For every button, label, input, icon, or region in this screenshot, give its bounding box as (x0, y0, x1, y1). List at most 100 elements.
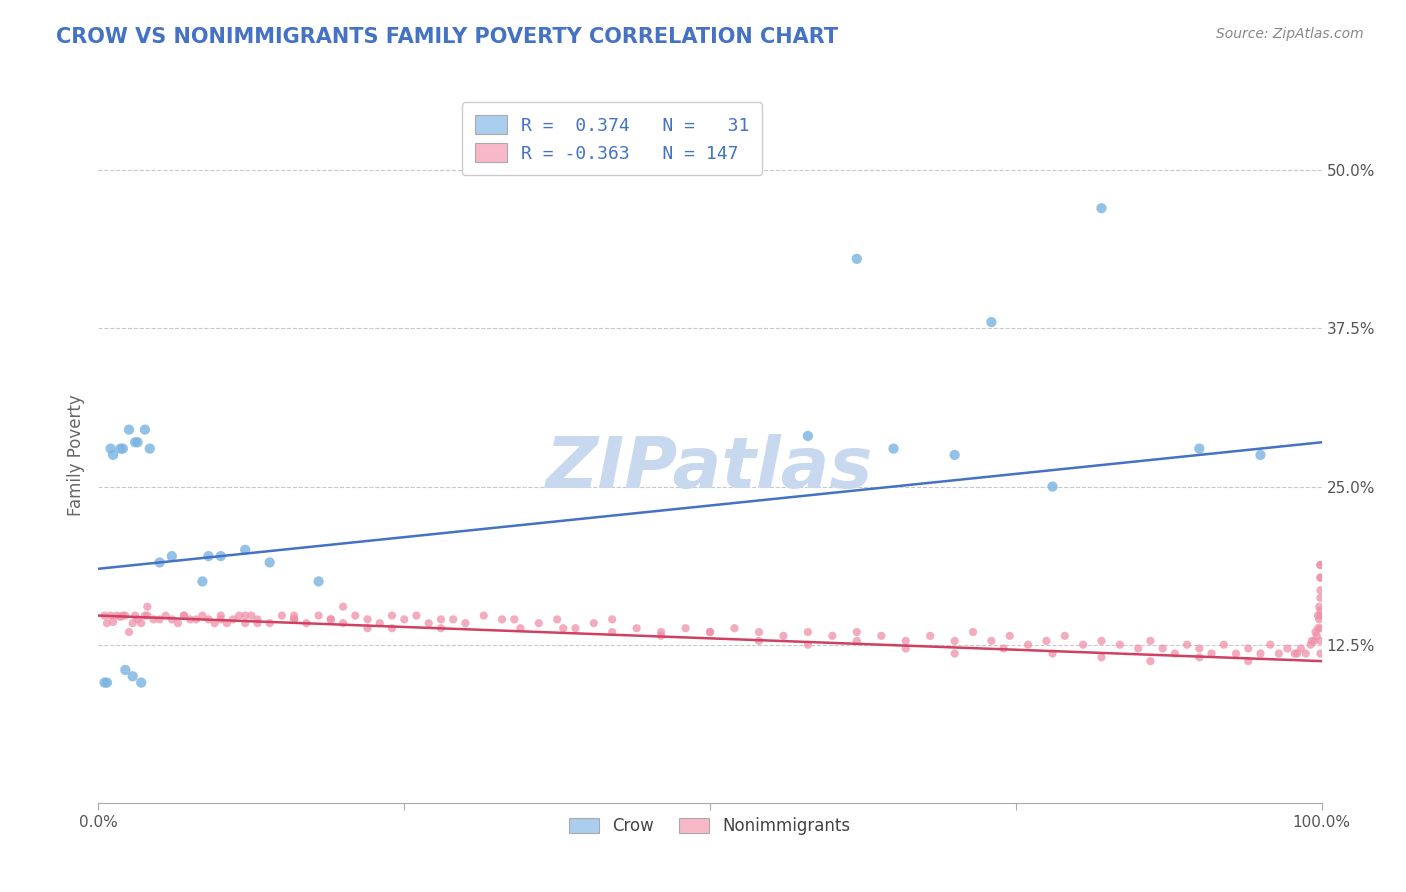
Point (626, 621, 648, 635)
Point (246, 612, 269, 626)
Point (430, 621, 453, 635)
Point (1309, 571, 1331, 585)
Point (491, 612, 513, 626)
Point (1035, 633, 1057, 648)
Point (1212, 638, 1234, 652)
Point (1237, 654, 1260, 668)
Point (1309, 603, 1331, 617)
Point (173, 608, 195, 623)
Point (191, 608, 214, 623)
Point (748, 633, 770, 648)
Point (748, 625, 770, 640)
Point (1308, 612, 1330, 626)
Point (124, 608, 146, 623)
Point (1284, 647, 1306, 661)
Point (1289, 641, 1312, 656)
Point (179, 612, 201, 626)
Point (1017, 638, 1039, 652)
Point (204, 616, 226, 631)
Point (564, 621, 586, 635)
Point (1306, 621, 1329, 635)
Point (228, 608, 250, 623)
Point (222, 612, 245, 626)
Point (124, 435, 146, 450)
Point (1188, 442, 1211, 456)
Point (149, 556, 172, 570)
Point (114, 608, 136, 623)
Point (920, 629, 942, 643)
Point (845, 625, 868, 640)
Point (797, 429, 820, 443)
Point (240, 608, 263, 623)
Point (96, 616, 118, 631)
Point (600, 612, 623, 626)
Point (127, 612, 149, 626)
Point (283, 612, 305, 626)
Point (155, 608, 177, 623)
Point (1309, 608, 1331, 623)
Point (1286, 647, 1309, 661)
Point (381, 621, 404, 635)
Point (129, 616, 152, 631)
Point (1188, 641, 1211, 656)
Point (546, 612, 568, 626)
Point (650, 629, 672, 643)
Point (1301, 633, 1323, 648)
Point (1164, 647, 1187, 661)
Point (1152, 641, 1174, 656)
Point (1299, 638, 1322, 652)
Point (110, 610, 132, 624)
Point (1306, 629, 1329, 643)
Point (1303, 633, 1326, 648)
Point (1090, 633, 1112, 648)
Point (1071, 638, 1094, 652)
Point (405, 608, 427, 623)
Point (582, 616, 605, 631)
Point (308, 608, 330, 623)
Point (127, 435, 149, 450)
Point (1249, 448, 1271, 462)
Point (381, 608, 404, 623)
Point (118, 625, 141, 640)
Point (121, 616, 143, 631)
Point (332, 616, 354, 631)
Point (1175, 638, 1198, 652)
Point (134, 608, 156, 623)
Point (1108, 638, 1130, 652)
Point (233, 608, 256, 623)
Point (114, 663, 136, 677)
Y-axis label: Family Poverty: Family Poverty (66, 394, 84, 516)
Point (1128, 641, 1150, 656)
Point (118, 423, 141, 437)
Point (472, 608, 495, 623)
Point (111, 442, 134, 456)
Point (1308, 599, 1330, 614)
Point (100, 442, 122, 456)
Point (943, 647, 966, 661)
Point (894, 641, 917, 656)
Point (1309, 558, 1331, 572)
Point (418, 616, 440, 631)
Point (600, 625, 623, 640)
Text: CROW VS NONIMMIGRANTS FAMILY POVERTY CORRELATION CHART: CROW VS NONIMMIGRANTS FAMILY POVERTY COR… (56, 27, 838, 46)
Point (1249, 647, 1271, 661)
Point (1225, 647, 1247, 661)
Point (503, 612, 526, 626)
Point (1309, 591, 1331, 605)
Point (943, 633, 966, 648)
Point (319, 612, 342, 626)
Point (167, 616, 190, 631)
Point (259, 616, 281, 631)
Point (368, 616, 391, 631)
Point (1309, 647, 1331, 661)
Point (93, 675, 115, 690)
Point (259, 556, 281, 570)
Point (650, 625, 672, 640)
Point (295, 616, 318, 631)
Point (821, 629, 844, 643)
Point (100, 608, 122, 623)
Point (283, 608, 305, 623)
Legend: Crow, Nonimmigrants: Crow, Nonimmigrants (561, 808, 859, 843)
Point (1042, 479, 1064, 493)
Point (191, 574, 214, 589)
